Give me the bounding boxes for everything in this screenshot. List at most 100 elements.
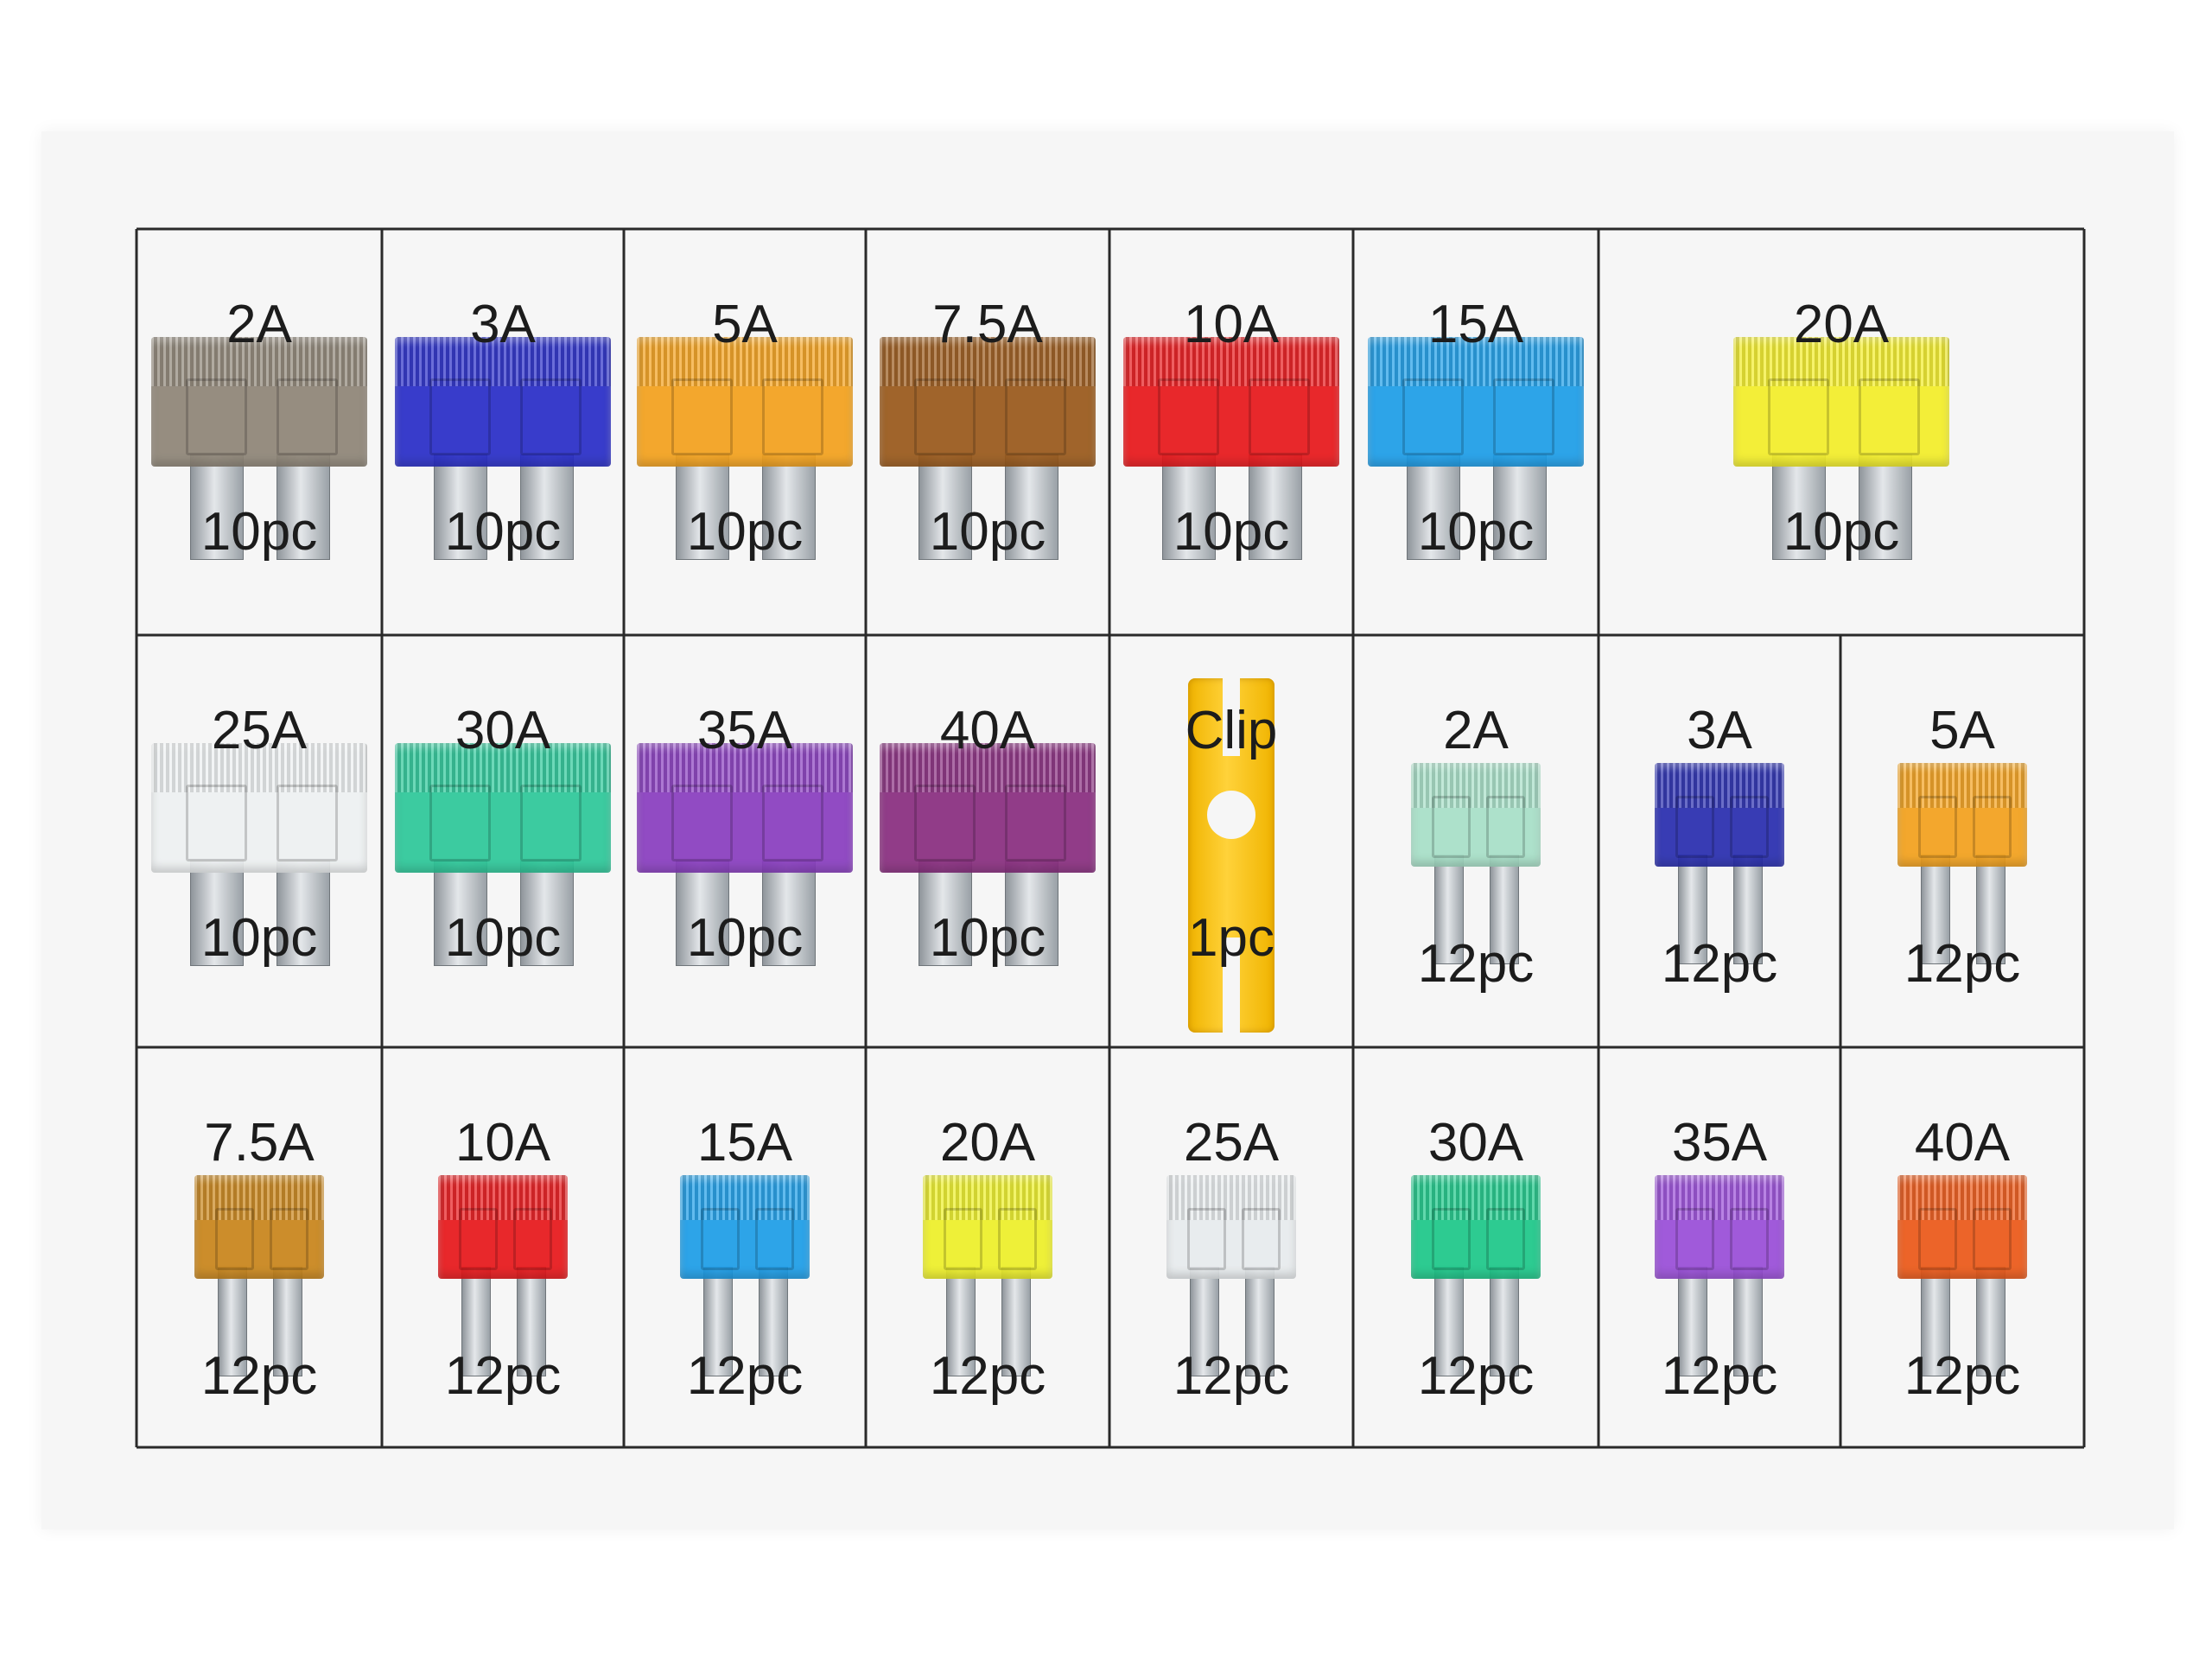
- fuse-rating-label: 30A: [1427, 1113, 1524, 1173]
- puller-slot: [1223, 678, 1240, 756]
- fuse-blade-right: [273, 1267, 302, 1376]
- fuse-blade-left: [1434, 1267, 1464, 1376]
- fuse-window: [186, 378, 247, 455]
- fuse-body: [395, 337, 611, 467]
- fuse-window: [276, 785, 338, 861]
- fuse-blade-right: [1493, 454, 1547, 560]
- fuse-window: [1730, 796, 1769, 859]
- fuse-quantity-label: 10pc: [444, 502, 562, 562]
- fuse-quantity-label: 12pc: [1417, 934, 1535, 994]
- fuse-quantity-label: 10pc: [1417, 502, 1535, 562]
- fuse-window: [671, 785, 733, 861]
- fuse-quantity-label: 12pc: [1661, 1346, 1778, 1406]
- fuse-grip-ribs: [1655, 1175, 1784, 1220]
- fuse-window: [914, 378, 976, 455]
- standard-blade-fuse: [637, 743, 853, 968]
- fuse-rating-label: 40A: [1914, 1113, 2011, 1173]
- fuse-window: [429, 378, 491, 455]
- fuse-grip-ribs: [151, 337, 367, 387]
- fuse-window: [1486, 1208, 1525, 1271]
- fuse-window: [186, 785, 247, 861]
- fuse-body: [1733, 337, 1949, 467]
- fuse-body: [637, 337, 853, 467]
- mini-blade-fuse: [1897, 1175, 2027, 1378]
- standard-blade-fuse: [395, 743, 611, 968]
- fuse-window: [1432, 796, 1471, 859]
- fuse-body: [1655, 763, 1784, 867]
- fuse-quantity-label: 12pc: [1173, 1346, 1290, 1406]
- fuse-grip-ribs: [637, 337, 853, 387]
- fuse-blade-right: [276, 454, 330, 560]
- mini-blade-fuse: [1166, 1175, 1296, 1378]
- fuse-grip-ribs: [1411, 1175, 1541, 1220]
- standard-blade-fuse: [880, 337, 1096, 562]
- fuse-blade-left: [434, 454, 487, 560]
- fuse-grip-ribs: [880, 337, 1096, 387]
- fuse-rating-label: 3A: [1687, 701, 1752, 760]
- fuse-window: [1493, 378, 1554, 455]
- fuse-quantity-label: 12pc: [1904, 934, 2021, 994]
- fuse-body: [1897, 1175, 2027, 1279]
- fuse-quantity-label: 10pc: [929, 502, 1046, 562]
- fuse-window: [1730, 1208, 1769, 1271]
- fuse-grip-ribs: [1166, 1175, 1296, 1220]
- fuse-window: [1675, 796, 1714, 859]
- fuse-body: [395, 743, 611, 873]
- mini-blade-fuse: [680, 1175, 810, 1378]
- fuse-body: [637, 743, 853, 873]
- fuse-window: [513, 1208, 552, 1271]
- fuse-grip-ribs: [194, 1175, 324, 1220]
- fuse-window: [1973, 796, 2012, 859]
- fuse-quantity-label: 10pc: [686, 908, 804, 968]
- fuse-window: [520, 785, 582, 861]
- standard-blade-fuse: [880, 743, 1096, 968]
- fuse-blade-left: [676, 861, 729, 966]
- fuse-body: [880, 337, 1096, 467]
- fuse-window: [1675, 1208, 1714, 1271]
- fuse-quantity-label: 10pc: [200, 908, 318, 968]
- fuse-window: [1918, 1208, 1957, 1271]
- fuse-blade-right: [1859, 454, 1912, 560]
- fuse-blade-left: [1678, 1267, 1707, 1376]
- fuse-blade-left: [1190, 1267, 1219, 1376]
- fuse-blade-left: [1434, 855, 1464, 964]
- fuse-window: [944, 1208, 982, 1271]
- fuse-quantity-label: 12pc: [1417, 1346, 1535, 1406]
- fuse-quantity-label: 10pc: [444, 908, 562, 968]
- fuse-blade-right: [517, 1267, 546, 1376]
- standard-blade-fuse: [1733, 337, 1949, 562]
- fuse-blade-left: [1772, 454, 1826, 560]
- puller-slot: [1223, 938, 1240, 1033]
- fuse-rating-label: 30A: [454, 701, 551, 760]
- fuse-grip-ribs: [923, 1175, 1052, 1220]
- fuse-window: [1486, 796, 1525, 859]
- fuse-rating-label: Clip: [1185, 701, 1278, 760]
- fuse-blade-left: [218, 1267, 247, 1376]
- fuse-blade-left: [1921, 1267, 1950, 1376]
- mini-blade-fuse: [1655, 1175, 1784, 1378]
- fuse-window: [1432, 1208, 1471, 1271]
- fuse-rating-label: 7.5A: [204, 1113, 315, 1173]
- fuse-body: [151, 337, 367, 467]
- fuse-window: [671, 378, 733, 455]
- fuse-body: [194, 1175, 324, 1279]
- fuse-blade-right: [762, 454, 816, 560]
- fuse-blade-right: [1005, 861, 1058, 966]
- fuse-blade-right: [520, 454, 574, 560]
- fuse-body: [923, 1175, 1052, 1279]
- fuse-window: [762, 378, 823, 455]
- fuse-quantity-label: 12pc: [1904, 1346, 2021, 1406]
- fuse-body: [151, 743, 367, 873]
- standard-blade-fuse: [1368, 337, 1584, 562]
- fuse-blade-left: [1407, 454, 1460, 560]
- fuse-rating-label: 5A: [712, 295, 778, 354]
- fuse-window: [429, 785, 491, 861]
- fuse-window: [1005, 785, 1066, 861]
- fuse-body: [680, 1175, 810, 1279]
- fuse-blade-right: [520, 861, 574, 966]
- fuse-window: [998, 1208, 1037, 1271]
- fuse-quantity-label: 10pc: [1173, 502, 1290, 562]
- fuse-quantity-label: 12pc: [444, 1346, 562, 1406]
- fuse-grip-ribs: [438, 1175, 568, 1220]
